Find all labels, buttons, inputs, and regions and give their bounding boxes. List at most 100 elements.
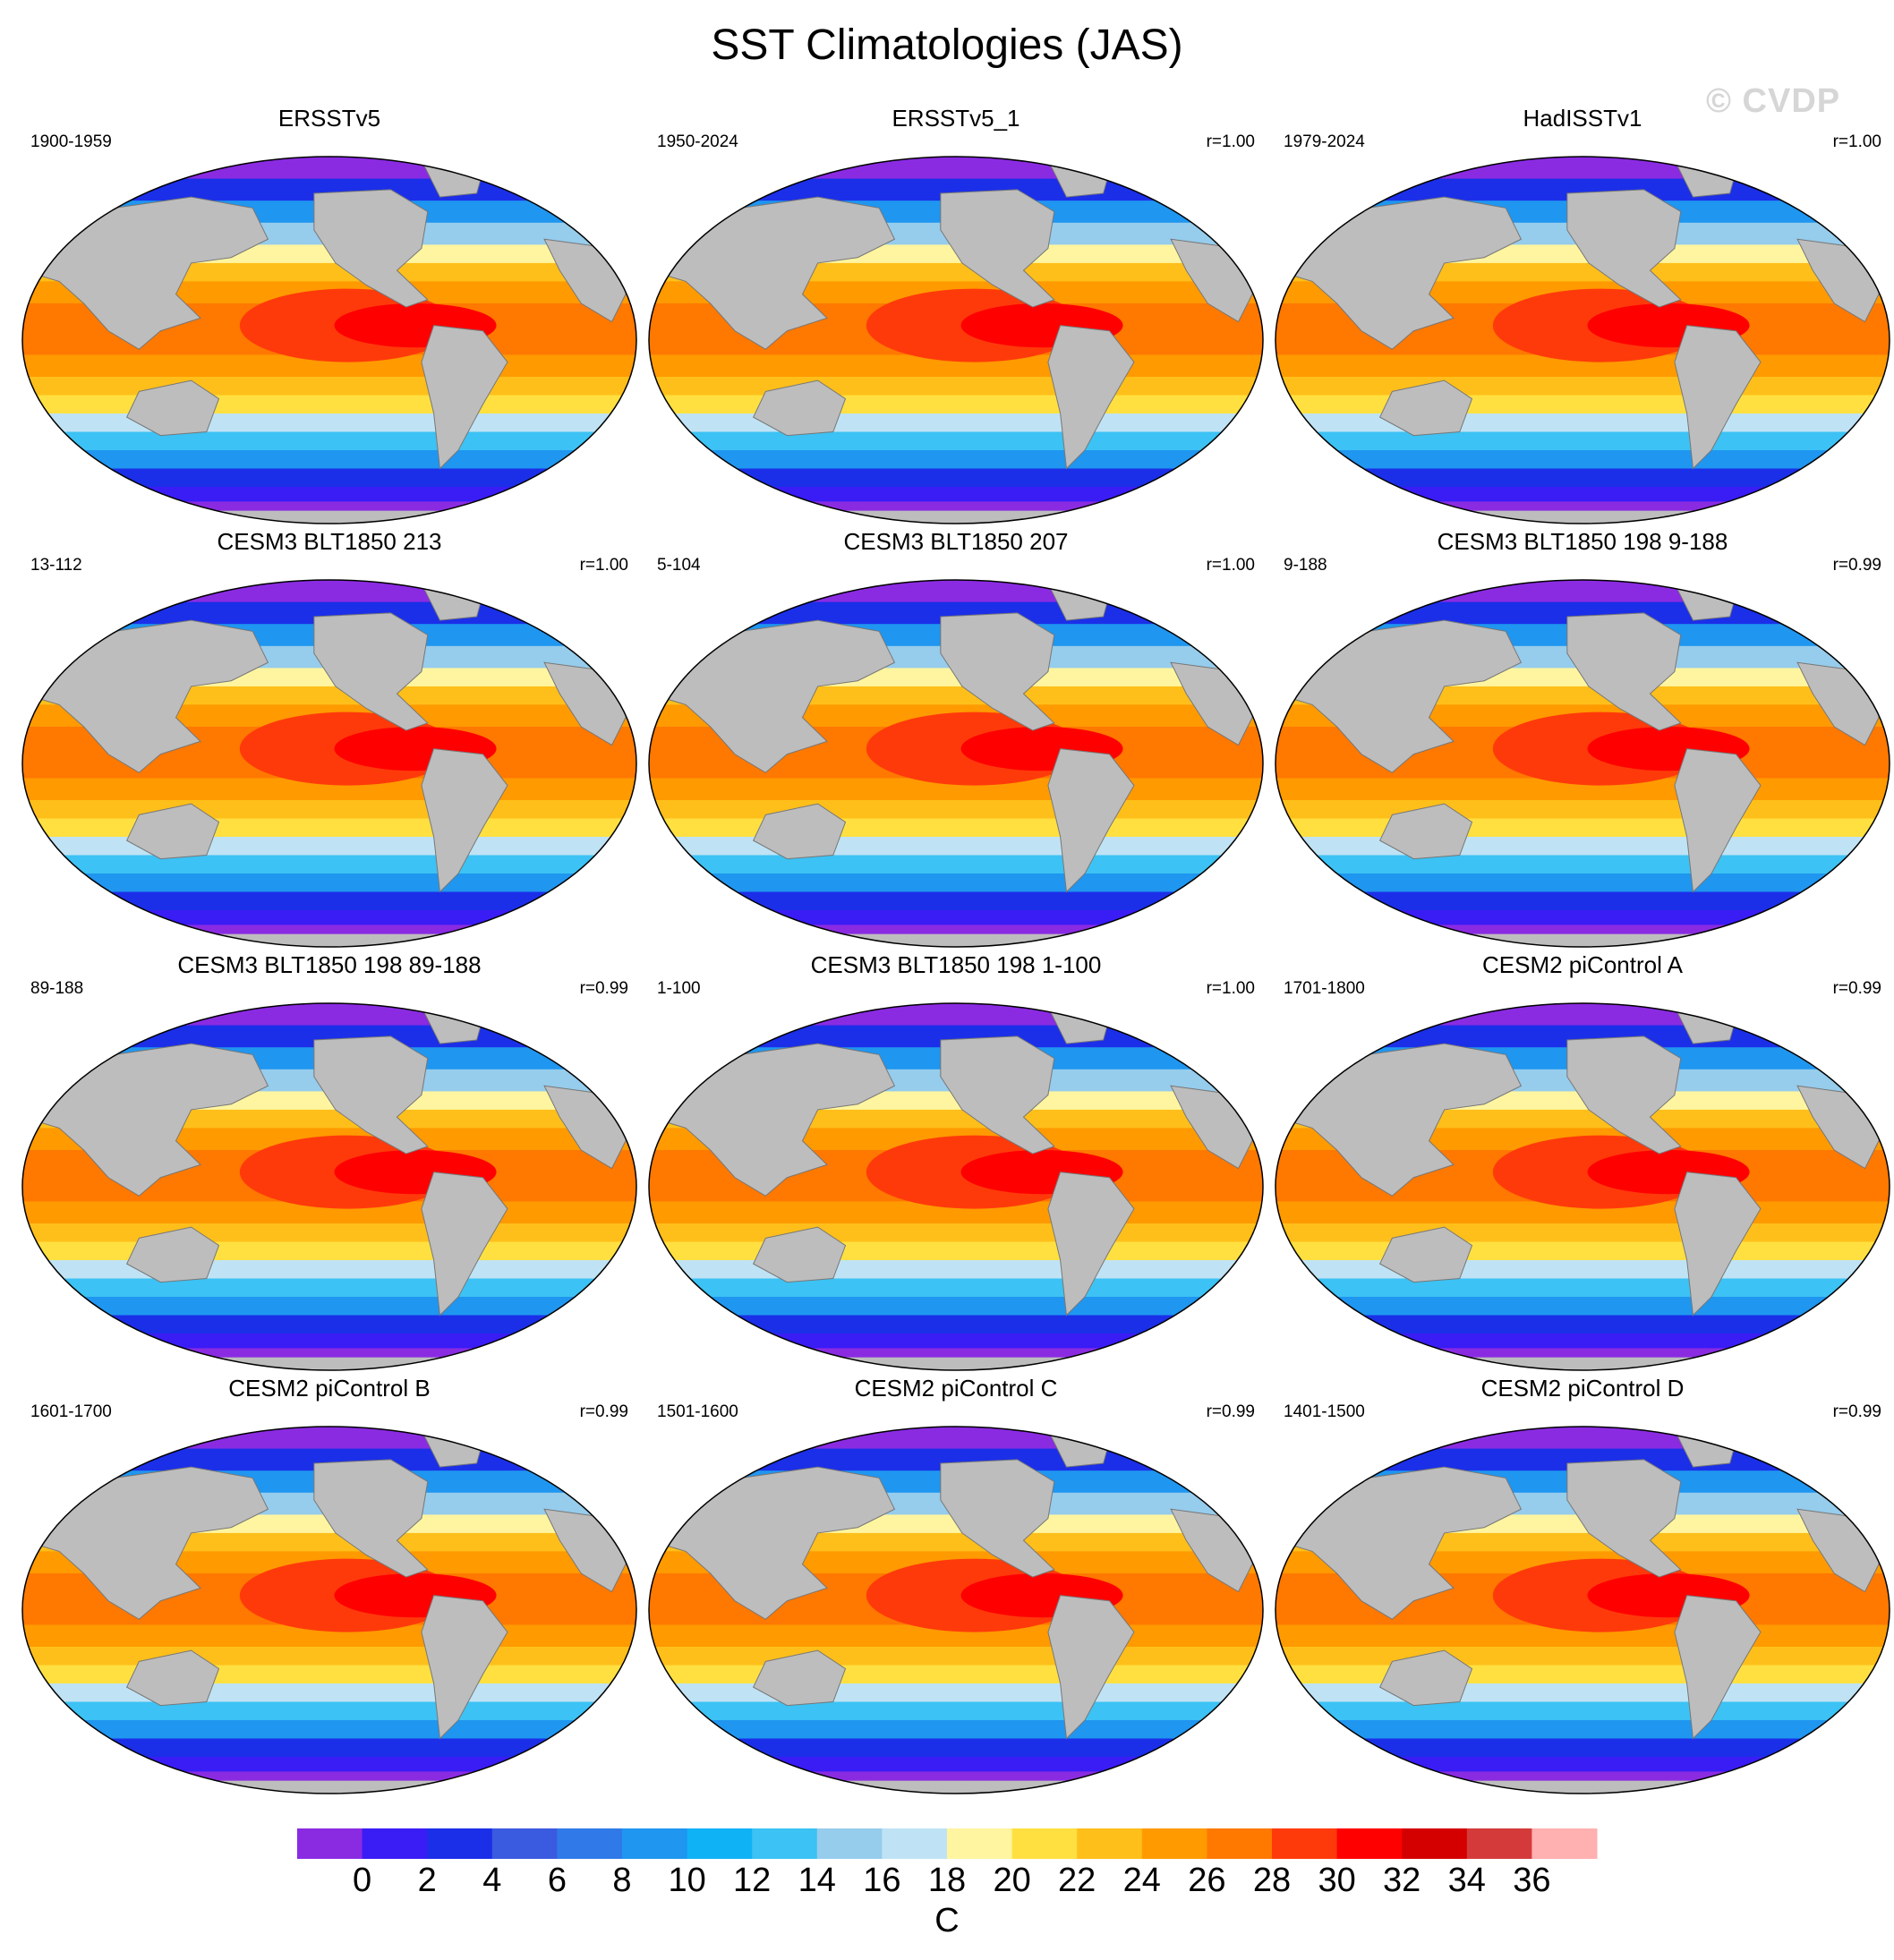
panel-years: 9-188	[1284, 556, 1327, 575]
land-mass	[421, 748, 508, 893]
panel-years: 1950-2024	[657, 132, 738, 151]
sst-band	[22, 468, 636, 488]
sst-band	[1275, 1701, 1890, 1721]
sst-band	[22, 1701, 636, 1721]
panel-years: 1401-1500	[1284, 1402, 1365, 1421]
land-mass	[940, 612, 1055, 731]
land-mass	[654, 196, 896, 350]
colorbar-swatch	[622, 1828, 688, 1859]
sst-band	[22, 1315, 636, 1334]
land-mass	[1378, 1226, 1473, 1283]
land-mass	[1674, 1595, 1762, 1740]
panel-correlation: r=1.00	[1206, 132, 1255, 151]
colorbar-tick-label: 2	[417, 1862, 437, 1899]
panel-years: 1979-2024	[1284, 132, 1365, 151]
land-mass	[421, 1595, 508, 1740]
panel-title: CESM3 BLT1850 213	[217, 528, 442, 555]
panel-years: 1701-1800	[1284, 979, 1365, 998]
panel-correlation: r=1.00	[579, 556, 628, 575]
land-mass	[1378, 803, 1473, 860]
panel-title: CESM2 piControl A	[1482, 951, 1683, 978]
land-mass	[654, 1043, 896, 1197]
map-panel: CESM3 BLT1850 213 13-112 r=1.00	[16, 528, 643, 950]
land-mass	[752, 1649, 847, 1707]
land-mass	[1566, 612, 1682, 731]
colorbar-tick-label: 18	[927, 1862, 967, 1899]
land-mass	[940, 1035, 1055, 1155]
map-panel: CESM2 piControl B 1601-1700 r=0.99	[16, 1375, 643, 1796]
sst-band	[22, 1278, 636, 1298]
land-mass	[1047, 325, 1135, 470]
land-mass	[125, 1226, 220, 1283]
map-outline	[1275, 1426, 1890, 1794]
sst-band	[22, 450, 636, 470]
panel-title: CESM2 piControl C	[854, 1375, 1058, 1402]
map-outline	[1275, 156, 1890, 524]
colorbar-swatch	[1141, 1828, 1207, 1859]
map-outline	[648, 1002, 1264, 1371]
land-mass	[1281, 196, 1523, 350]
panel-years: 1-100	[657, 979, 701, 998]
sst-band	[649, 1297, 1263, 1317]
colorbar-tick-label: 36	[1513, 1862, 1551, 1899]
colorbar-swatch	[297, 1828, 363, 1859]
land-mass	[1378, 1649, 1473, 1707]
land-mass	[752, 379, 847, 437]
panel-correlation: r=1.00	[1206, 556, 1255, 575]
sst-band	[1275, 891, 1890, 911]
land-mass	[28, 1466, 269, 1620]
land-mass	[1674, 1172, 1762, 1317]
sst-band	[1275, 1278, 1890, 1298]
panel-correlation: r=1.00	[1832, 132, 1881, 151]
land-mass	[940, 189, 1055, 308]
sst-map	[1275, 1002, 1890, 1371]
land-mass	[28, 196, 269, 350]
sst-map	[21, 156, 637, 524]
colorbar-swatch	[362, 1828, 428, 1859]
sst-map	[1275, 156, 1890, 524]
panel-title: ERSSTv5	[277, 105, 381, 132]
sst-map	[1275, 1426, 1890, 1794]
land-mass	[28, 619, 269, 773]
land-mass	[125, 379, 220, 437]
map-outline	[648, 579, 1264, 948]
sst-map	[648, 579, 1264, 948]
map-panel: CESM3 BLT1850 198 9-188 9-188 r=0.99	[1269, 528, 1894, 950]
sst-band	[649, 855, 1263, 874]
panel-title: ERSSTv5_1	[892, 105, 1020, 132]
colorbar-tick-label: 8	[612, 1862, 632, 1899]
panel-years: 5-104	[657, 556, 701, 575]
colorbar-swatch	[1402, 1828, 1468, 1859]
sst-band	[1275, 1720, 1890, 1740]
map-outline	[21, 156, 637, 524]
land-mass	[1566, 1459, 1682, 1578]
land-mass	[125, 803, 220, 860]
colorbar-tick-label: 20	[993, 1862, 1031, 1899]
panel-correlation: r=0.99	[1832, 1402, 1881, 1421]
colorbar-tick-label: 12	[733, 1862, 772, 1899]
sst-map	[1275, 579, 1890, 948]
map-outline	[21, 1426, 637, 1794]
sst-band	[649, 1315, 1263, 1334]
panel-title: HadISSTv1	[1523, 105, 1642, 132]
colorbar-tick-label: 0	[353, 1862, 372, 1899]
colorbar-swatch	[687, 1828, 753, 1859]
land-mass	[313, 1459, 429, 1578]
colorbar-swatch	[1077, 1828, 1143, 1859]
map-panel: CESM2 piControl D 1401-1500 r=0.99	[1269, 1375, 1894, 1796]
land-mass	[1047, 1172, 1135, 1317]
sst-band	[22, 1720, 636, 1740]
panel-years: 1900-1959	[30, 132, 112, 151]
panel-title: CESM3 BLT1850 198 9-188	[1437, 528, 1728, 555]
colorbar-tick-label: 30	[1318, 1862, 1356, 1899]
map-outline	[1275, 579, 1890, 948]
sst-map	[21, 1426, 637, 1794]
sst-band	[1275, 1738, 1890, 1758]
colorbar-swatch	[1011, 1828, 1078, 1859]
land-mass	[421, 1172, 508, 1317]
map-outline	[21, 579, 637, 948]
colorbar-swatch	[1207, 1828, 1273, 1859]
sst-band	[22, 1297, 636, 1317]
land-mass	[1674, 325, 1762, 470]
